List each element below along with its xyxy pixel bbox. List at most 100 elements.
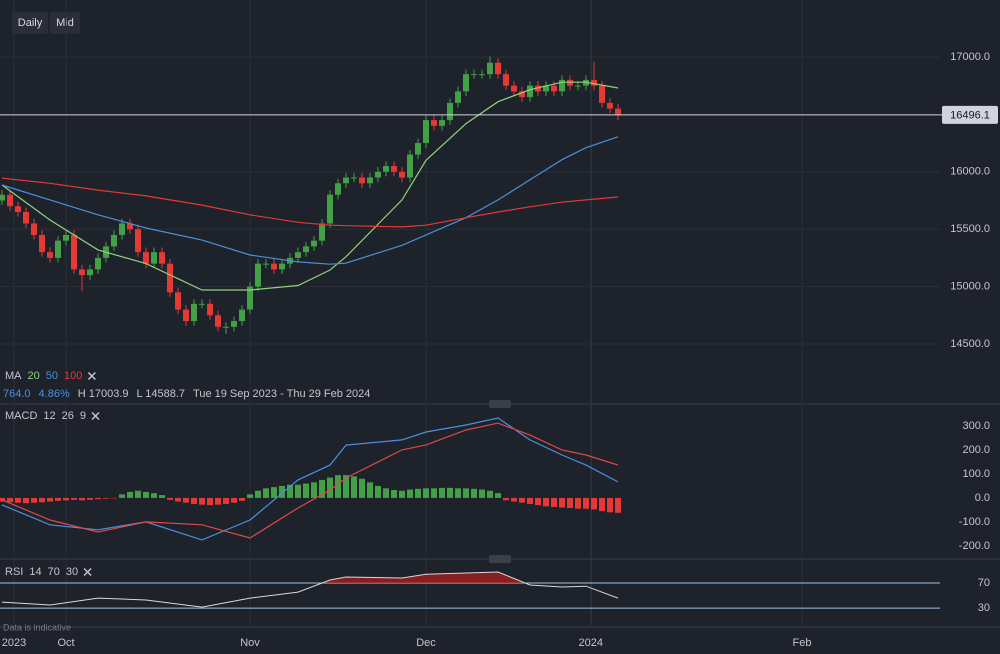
candle-body <box>415 143 421 155</box>
candle-body <box>535 85 541 92</box>
moving-average-line <box>1 81 619 291</box>
candle-body <box>279 263 285 270</box>
histogram-bar <box>15 497 21 503</box>
histogram-bar <box>223 497 229 504</box>
candle-body <box>303 246 309 253</box>
pane-handle[interactable] <box>489 400 511 408</box>
candle-body <box>431 120 437 126</box>
x-tick-label: Oct <box>57 637 74 649</box>
candle-body <box>591 79 597 86</box>
histogram-bar <box>455 488 461 498</box>
candle-body <box>471 74 477 76</box>
candle-body <box>551 85 557 92</box>
info-text: Tue 19 Sep 2023 - Thu 29 Feb 2024 <box>193 388 370 400</box>
candle-body <box>143 252 149 264</box>
candle-body <box>327 194 333 224</box>
legend: MA 20 50 100 <box>5 370 82 382</box>
histogram-bar <box>23 497 29 504</box>
candle-body <box>47 252 53 258</box>
candle-body <box>79 269 85 276</box>
histogram-bar <box>327 477 333 498</box>
legend: RSI 14 70 30 <box>5 566 78 578</box>
candle-body <box>295 252 301 258</box>
candle-body <box>71 234 77 270</box>
candle-body <box>383 166 389 172</box>
legend-item: 100 <box>64 370 82 382</box>
histogram-bar <box>359 478 365 498</box>
histogram-bar <box>463 488 469 498</box>
candle-body <box>391 166 397 172</box>
y-tick-label: 70 <box>978 577 990 589</box>
histogram-bar <box>215 497 221 505</box>
candle-body <box>335 183 341 195</box>
candle-body <box>39 234 45 253</box>
button-label: Mid <box>56 17 74 29</box>
y-tick-label: -200.0 <box>959 540 990 552</box>
histogram-bar <box>535 497 541 506</box>
histogram-bar <box>119 494 125 498</box>
x-tick-label: Dec <box>416 637 436 649</box>
histogram-bar <box>367 482 373 498</box>
histogram-bar <box>63 497 69 501</box>
candle-body <box>599 85 605 103</box>
histogram-bar <box>303 483 309 498</box>
candle-body <box>447 102 453 121</box>
histogram-bar <box>503 497 509 501</box>
y-tick-label: 17000.0 <box>950 51 990 63</box>
candle-body <box>127 223 133 230</box>
histogram-bar <box>351 476 357 498</box>
histogram-bar <box>607 497 613 513</box>
candle-body <box>55 240 61 258</box>
candle-body <box>511 85 517 92</box>
histogram-bar <box>7 497 13 503</box>
y-tick-label: 30 <box>978 602 990 614</box>
histogram-bar <box>239 497 245 501</box>
candle-body <box>399 171 405 178</box>
histogram-bar <box>375 485 381 498</box>
histogram-bar <box>231 497 237 503</box>
y-tick-label: 0.0 <box>975 492 990 504</box>
candle-body <box>255 263 261 287</box>
histogram-bar <box>383 488 389 498</box>
histogram-bar <box>135 490 141 498</box>
remove-icon[interactable] <box>87 371 96 381</box>
candle-body <box>23 211 29 224</box>
candle-body <box>543 85 549 92</box>
candle-body <box>311 240 317 247</box>
pane-handle[interactable] <box>489 555 511 563</box>
candle-body <box>351 177 357 179</box>
histogram-bar <box>423 488 429 498</box>
candle-body <box>463 74 469 92</box>
histogram-bar <box>511 497 517 502</box>
candle-body <box>423 120 429 144</box>
remove-icon[interactable] <box>83 567 92 577</box>
macd-line <box>1 417 619 541</box>
histogram-bar <box>567 497 573 509</box>
daily-button[interactable]: Daily <box>12 12 48 34</box>
mid-button[interactable]: Mid <box>50 12 80 34</box>
histogram-bar <box>615 497 621 513</box>
histogram-bar <box>159 495 165 498</box>
candle-body <box>119 223 125 235</box>
legend-param: 14 <box>29 566 41 578</box>
candle-body <box>559 79 565 92</box>
histogram-bar <box>471 488 477 498</box>
histogram-bar <box>79 497 85 501</box>
histogram-bar <box>103 497 109 499</box>
histogram-bar <box>151 493 157 498</box>
remove-icon[interactable] <box>91 411 100 421</box>
candle-body <box>0 194 5 201</box>
histogram-bar <box>527 497 533 504</box>
histogram-bar <box>591 497 597 510</box>
legend-param: 12 <box>43 410 55 422</box>
y-tick-label: 16000.0 <box>950 166 990 178</box>
histogram-bar <box>87 497 93 500</box>
histogram-bar <box>279 485 285 498</box>
histogram-bar <box>439 487 445 498</box>
candle-body <box>407 154 413 178</box>
legend: MACD 12 26 9 <box>5 410 86 422</box>
candle-body <box>247 286 253 310</box>
histogram-bar <box>71 497 77 500</box>
